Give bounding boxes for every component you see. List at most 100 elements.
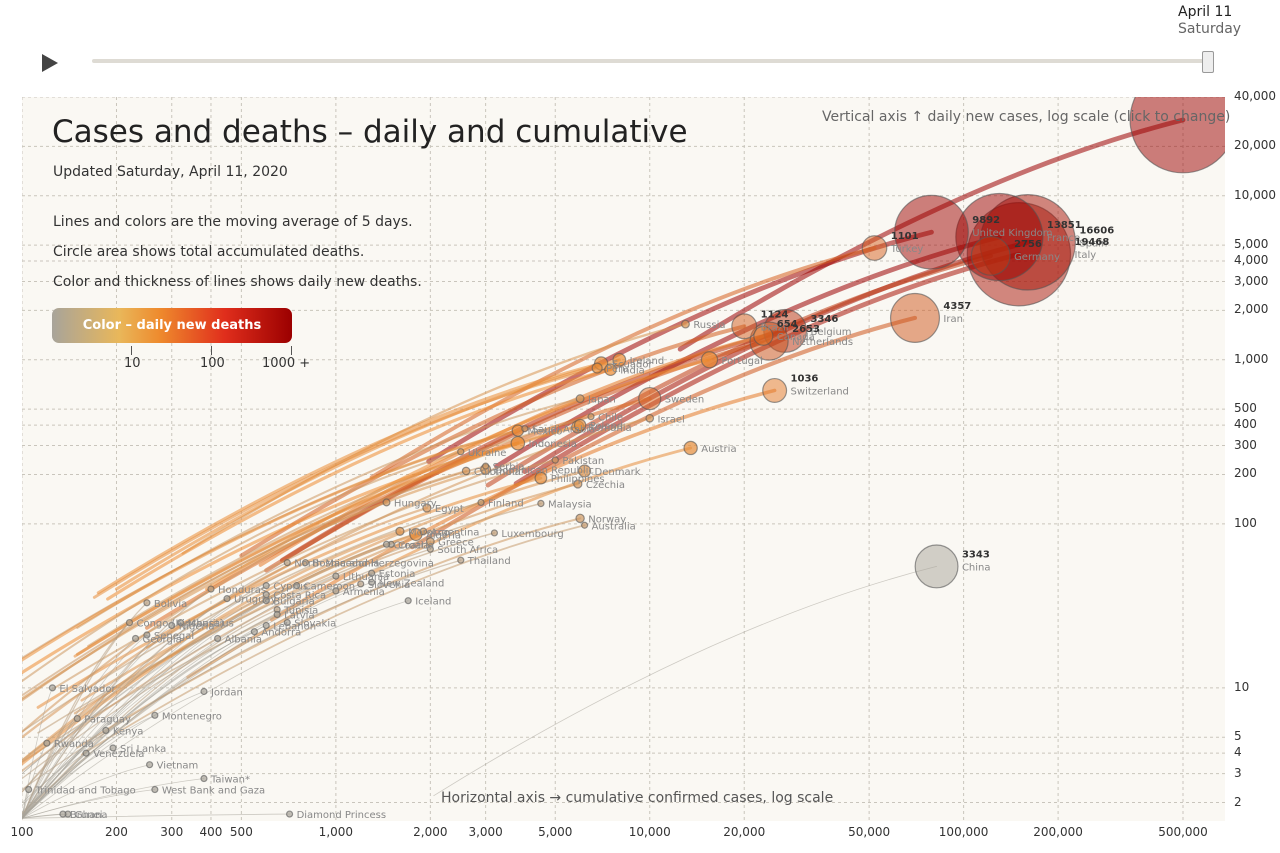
timeline-slider-handle[interactable] (1202, 51, 1214, 73)
label-thailand-51: Thailand (467, 556, 511, 567)
trajectory-denmark-31 (80, 469, 586, 702)
label-north-macedonia-52: North Macedonia (294, 559, 379, 570)
x-tick-label-7: 3,000 (468, 825, 503, 839)
y-tick-label-14: 5,000 (1234, 237, 1269, 252)
deaths-label-9: 2653 (792, 324, 820, 335)
trajectory-paraguay-80 (22, 718, 78, 819)
circle-turkey-7 (861, 235, 888, 261)
label-senegal-75: Senegal (154, 631, 194, 642)
label-latvia-68: Latvia (284, 611, 314, 622)
x-tick-label-0: 100 (10, 825, 34, 839)
label-brazil-11: Brazil (761, 322, 789, 333)
trajectory-pakistan-30 (51, 458, 557, 691)
label-germany-5: Germany (1014, 252, 1060, 263)
label-algeria-46: Algeria (426, 531, 461, 542)
x-tick-label-6: 2,000 (413, 825, 448, 839)
label-united-kingdom-4: United Kingdom (972, 228, 1052, 239)
trajectory-australia-43 (80, 524, 586, 756)
x-tick-label-10: 20,000 (723, 825, 766, 839)
circle-lebanon-70 (262, 621, 270, 630)
circle-india-17 (604, 363, 617, 377)
x-tick-label-8: 5,000 (538, 825, 573, 839)
legend-label-100: 100 (200, 356, 225, 371)
label-sri-lanka-84: Sri Lanka (120, 744, 166, 755)
circle-serbia-36 (482, 462, 490, 470)
label-sweden-20: Sweden (665, 395, 705, 406)
y-tick-label-8: 400 (1234, 417, 1257, 432)
death-count-labels: 2046319468166061385198922756435711013346… (761, 215, 1115, 560)
y-tick-label-1: 3 (1234, 765, 1242, 780)
circle-sri-lanka-84 (109, 744, 117, 752)
label-uruguay-64: Uruguay (234, 595, 277, 606)
label-ukraine-35: Ukraine (468, 448, 507, 459)
label-albania-77: Albania (225, 634, 262, 645)
circle-portugal-15 (700, 351, 719, 369)
label-iran-6: Iran (943, 314, 963, 325)
x-tick-label-3: 400 (199, 825, 223, 839)
circle-diamond-princess-90 (285, 810, 294, 818)
label-lithuania-55: Lithuania (343, 572, 389, 583)
y-tick-label-15: 10,000 (1234, 187, 1276, 202)
circle-iran-6 (889, 292, 941, 343)
label-serbia-36: Serbia (493, 462, 525, 473)
trajectory-ukraine-35 (22, 450, 462, 683)
circle-paraguay-80 (73, 714, 81, 723)
trajectory-ecuador-19 (96, 361, 603, 595)
trajectory-luxembourg-44 (22, 532, 496, 764)
label-finland-38: Finland (488, 498, 524, 509)
vertical-axis-toggle[interactable]: Vertical axis ↑ daily new cases, log sca… (822, 109, 1231, 125)
circle-montenegro-81 (151, 711, 159, 719)
circle-czechia-32 (573, 479, 583, 489)
label-switzerland-12: Switzerland (791, 386, 849, 397)
trajectory-india-17 (106, 368, 613, 601)
circle-kenya-82 (102, 726, 110, 735)
circle-hungary-40 (382, 498, 391, 507)
trajectory-cyprus-60 (22, 585, 267, 816)
label-israel-22: Israel (657, 414, 684, 425)
label-mauritius-73: Mauritius (188, 619, 234, 630)
circle-philippines-33 (534, 471, 548, 485)
label-hungary-40: Hungary (394, 498, 437, 509)
circle-bosnia-and-herzegovina-53 (301, 559, 310, 567)
label-philippines-33: Philippines (551, 474, 605, 485)
trajectory-venezuela-85 (22, 752, 87, 819)
circle-saudi-arabia-25 (521, 425, 529, 433)
legend-tick-1000 (291, 346, 292, 355)
circle-honduras-62 (207, 585, 215, 593)
label-saudi-arabia-25: Saudi Arabia (532, 425, 595, 436)
deaths-label-4: 9892 (972, 215, 1000, 226)
circle-us-0 (1129, 97, 1225, 174)
label-bolivia-66: Bolivia (154, 599, 187, 610)
trajectory-diamond-princess-90 (22, 813, 290, 819)
label-turkey-7: Turkey (890, 244, 924, 255)
label-west-bank-and-gaza-89: West Bank and Gaza (162, 786, 265, 797)
label-egypt-41: Egypt (435, 504, 464, 515)
circle-thailand-51 (457, 556, 465, 564)
label-bosnia-and-herzegovina-53: Bosnia and Herzegovina (312, 559, 433, 570)
trajectory-colombia-37 (22, 469, 468, 702)
y-tick-label-0: 2 (1234, 794, 1242, 809)
y-tick-label-7: 300 (1234, 437, 1257, 452)
timeline-slider-track[interactable] (92, 59, 1210, 63)
y-tick-label-2: 4 (1234, 745, 1242, 760)
circle-cyprus-60 (262, 582, 270, 590)
play-button[interactable] (42, 54, 58, 72)
circle-finland-38 (477, 498, 485, 507)
circle-canada-10 (753, 325, 774, 346)
y-tick-label-10: 1,000 (1234, 351, 1269, 366)
circle-switzerland-12 (762, 377, 788, 403)
x-tick-label-13: 200,000 (1033, 825, 1083, 839)
horizontal-axis-label: Horizontal axis → cumulative confirmed c… (441, 790, 834, 806)
circle-egypt-41 (422, 503, 432, 513)
label-bulgaria-65: Bulgaria (273, 597, 314, 608)
circle-brazil-11 (731, 313, 758, 340)
deaths-label-10: 654 (777, 319, 798, 330)
trajectory-austria-24 (186, 446, 693, 679)
circle-el-salvador-78 (48, 684, 57, 692)
label-greece-49: Greece (438, 538, 474, 549)
circle-vietnam-86 (146, 761, 154, 769)
trajectory-andorra-71 (22, 631, 255, 819)
label-poland-27: Poland (590, 421, 623, 432)
deaths-label-11: 1124 (761, 309, 789, 320)
chart-panel: USItalySpainFranceUnited KingdomGermanyI… (22, 97, 1225, 821)
